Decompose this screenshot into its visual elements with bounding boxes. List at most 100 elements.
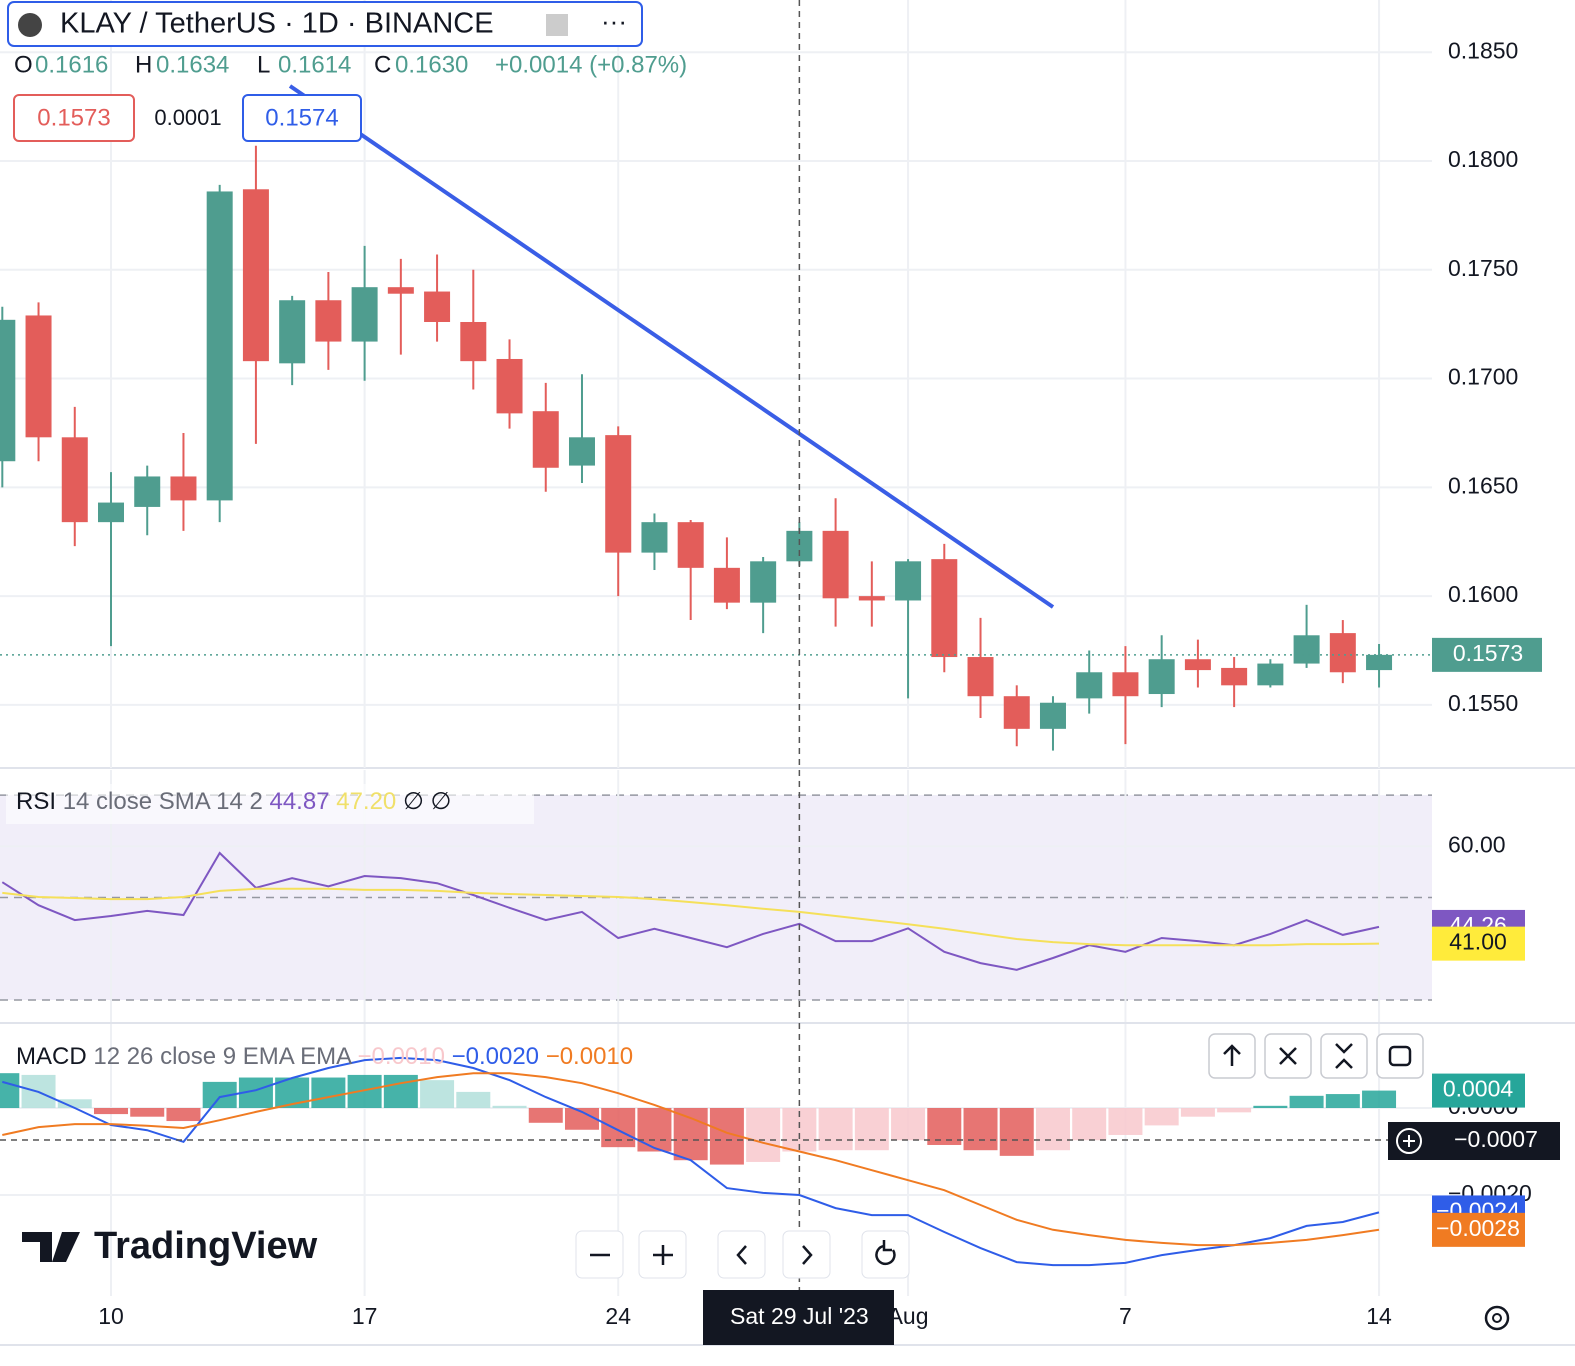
histogram-bar: [1362, 1090, 1397, 1108]
candle-body: [315, 300, 342, 342]
sell-price: 0.1573: [37, 104, 110, 131]
candle-body: [532, 411, 559, 468]
histogram-bar: [383, 1074, 418, 1108]
histogram-bar: [854, 1107, 889, 1151]
candle-body: [496, 358, 523, 414]
ohlc-value: 0.1634: [156, 51, 229, 78]
buy-price: 0.1574: [265, 104, 338, 131]
y-tick-label: 0.1650: [1448, 472, 1518, 498]
ohlc-change: +0.0014 (+0.87%): [495, 51, 687, 78]
candle-body: [424, 291, 451, 322]
icon: [1279, 1047, 1297, 1065]
candle-body: [1257, 663, 1284, 686]
candle-body: [1221, 667, 1248, 686]
histogram-bar: [1180, 1107, 1215, 1117]
x-tick-label: Aug: [888, 1303, 929, 1329]
last-price-box: [1432, 637, 1542, 672]
rsi-legend: RSI 14 close SMA 14 2 44.87 47.20 ∅ ∅: [16, 788, 451, 815]
logo-text: TradingView: [94, 1225, 318, 1267]
rsi-value: 44.87: [269, 788, 329, 815]
last-value-label: 0.0004: [1443, 1076, 1514, 1102]
symbol-title: KLAY / TetherUS · 1D · BINANCE: [60, 8, 494, 40]
histogram-bar: [94, 1107, 128, 1115]
histogram-bar: [1289, 1095, 1324, 1108]
candle-body: [1112, 672, 1139, 697]
candle-body: [1329, 633, 1356, 673]
nav-icons: [590, 1240, 896, 1266]
y-tick-label: 0.1550: [1448, 690, 1518, 716]
reset-button[interactable]: [861, 1230, 910, 1279]
icon: [1492, 1313, 1502, 1323]
icon[interactable]: [546, 14, 568, 36]
trend-line[interactable]: [288, 84, 1055, 609]
icon: [1223, 1044, 1241, 1066]
icon: [736, 1245, 747, 1265]
x-tick-label: 7: [1119, 1303, 1132, 1329]
histogram-bar: [57, 1099, 92, 1108]
histogram-bar: [1217, 1107, 1252, 1113]
ohlc-value: 0.1616: [35, 51, 108, 78]
candle-body: [605, 435, 632, 553]
histogram-bar: [130, 1107, 165, 1117]
last-value-box: [1432, 926, 1525, 961]
scroll-right-button[interactable]: [782, 1230, 831, 1279]
candle-body: [1293, 635, 1320, 664]
legend-bg: [6, 784, 534, 824]
x-tick-label: 17: [352, 1303, 378, 1329]
ohlc-key: L: [257, 51, 270, 78]
histogram-bar: [818, 1107, 853, 1151]
mark-layer: [0, 145, 1397, 1267]
candle-body: [1076, 672, 1103, 699]
sell-box[interactable]: [13, 94, 135, 142]
candle-body: [931, 559, 958, 658]
candle-body: [134, 476, 161, 507]
histogram-bar: [1072, 1107, 1107, 1141]
icon: [653, 1245, 673, 1265]
collapse-button[interactable]: [1320, 1033, 1368, 1079]
settings-button[interactable]: [1484, 1305, 1510, 1331]
maximize-button[interactable]: [1376, 1033, 1424, 1079]
histogram-bar: [1035, 1107, 1070, 1151]
histogram-bar: [1144, 1107, 1179, 1126]
candle-body: [242, 189, 269, 362]
histogram-bar: [999, 1107, 1034, 1156]
last-value-label: −0.0028: [1436, 1215, 1520, 1241]
candle-body: [387, 287, 414, 294]
y-tick-label: 0.1700: [1448, 364, 1518, 390]
rsi-flags: ∅ ∅: [403, 788, 451, 815]
line-series: [2, 1056, 1380, 1267]
histogram-bar: [963, 1107, 998, 1151]
symbol-box[interactable]: [7, 1, 643, 47]
histogram-bar: [1108, 1107, 1143, 1135]
icon: [1388, 1045, 1412, 1067]
ohlc-value: 0.1614: [278, 51, 351, 78]
macd-value: −0.0020: [452, 1043, 539, 1070]
candle-body: [786, 530, 813, 562]
histogram-bar: [891, 1107, 926, 1141]
buy-box[interactable]: [242, 94, 362, 142]
histogram-bar: [746, 1107, 781, 1162]
candle-body: [1184, 659, 1211, 671]
macd-params: 12 26 close 9 EMA EMA: [93, 1043, 352, 1070]
last-value-box: [1432, 1212, 1525, 1247]
ohlc-legend: O 0.1616 H 0.1634 L 0.1614 C 0.1630 +0.0014 (+0.…: [14, 51, 687, 78]
candle-body: [1039, 702, 1066, 729]
histogram-bar: [601, 1107, 636, 1148]
candle-body: [25, 315, 52, 438]
histogram-bar: [492, 1105, 527, 1108]
crosshair-date-box: [703, 1290, 894, 1345]
icon: [1403, 1135, 1415, 1147]
nav-buttons: [575, 1230, 910, 1279]
more-icon[interactable]: ···: [601, 6, 627, 36]
candle-body: [206, 191, 233, 501]
candle-body: [677, 522, 704, 568]
histogram-bar: [420, 1080, 455, 1108]
x-tick-label: 14: [1366, 1303, 1392, 1329]
scroll-left-button[interactable]: [717, 1230, 766, 1279]
y-tick-label: 60.00: [1448, 831, 1506, 857]
ohlc-value: 0.1630: [395, 51, 468, 78]
symbol-icon: [18, 13, 42, 37]
